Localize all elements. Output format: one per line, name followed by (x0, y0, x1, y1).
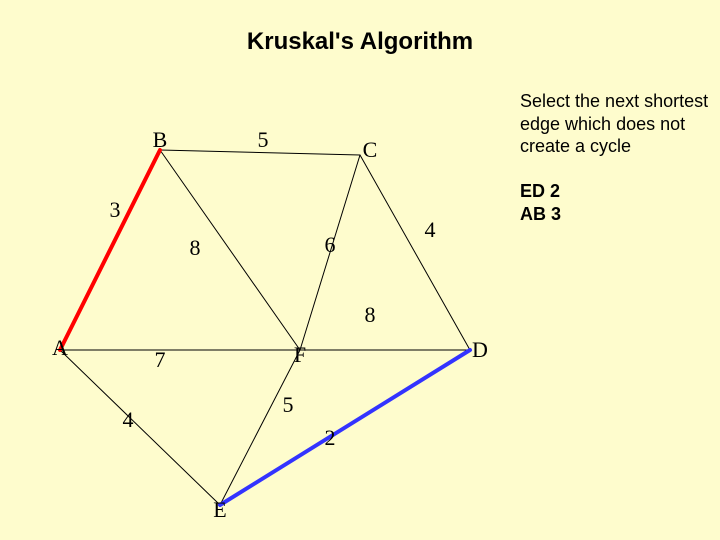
node-label-C: C (363, 137, 378, 163)
node-label-F: F (294, 342, 306, 368)
edge-weight-AE: 4 (123, 407, 134, 433)
edge-weight-ED: 2 (325, 425, 336, 451)
node-label-D: D (472, 337, 488, 363)
edge-weight-CF: 6 (325, 232, 336, 258)
edge-AE (60, 350, 220, 505)
edge-weight-FE: 5 (283, 392, 294, 418)
edge-AB (60, 150, 160, 350)
node-label-E: E (213, 497, 226, 523)
edge-weight-AF: 7 (155, 347, 166, 373)
edge-CD (360, 155, 470, 350)
node-label-A: A (52, 335, 68, 361)
node-label-B: B (153, 127, 168, 153)
edge-BF (160, 150, 300, 350)
edge-weight-BF: 8 (190, 235, 201, 261)
edge-weight-FD: 8 (365, 302, 376, 328)
edge-weight-CD: 4 (425, 217, 436, 243)
edge-ED (220, 350, 470, 505)
edge-weight-AB: 3 (110, 197, 121, 223)
graph-diagram (0, 0, 720, 540)
edge-weight-BC: 5 (258, 127, 269, 153)
